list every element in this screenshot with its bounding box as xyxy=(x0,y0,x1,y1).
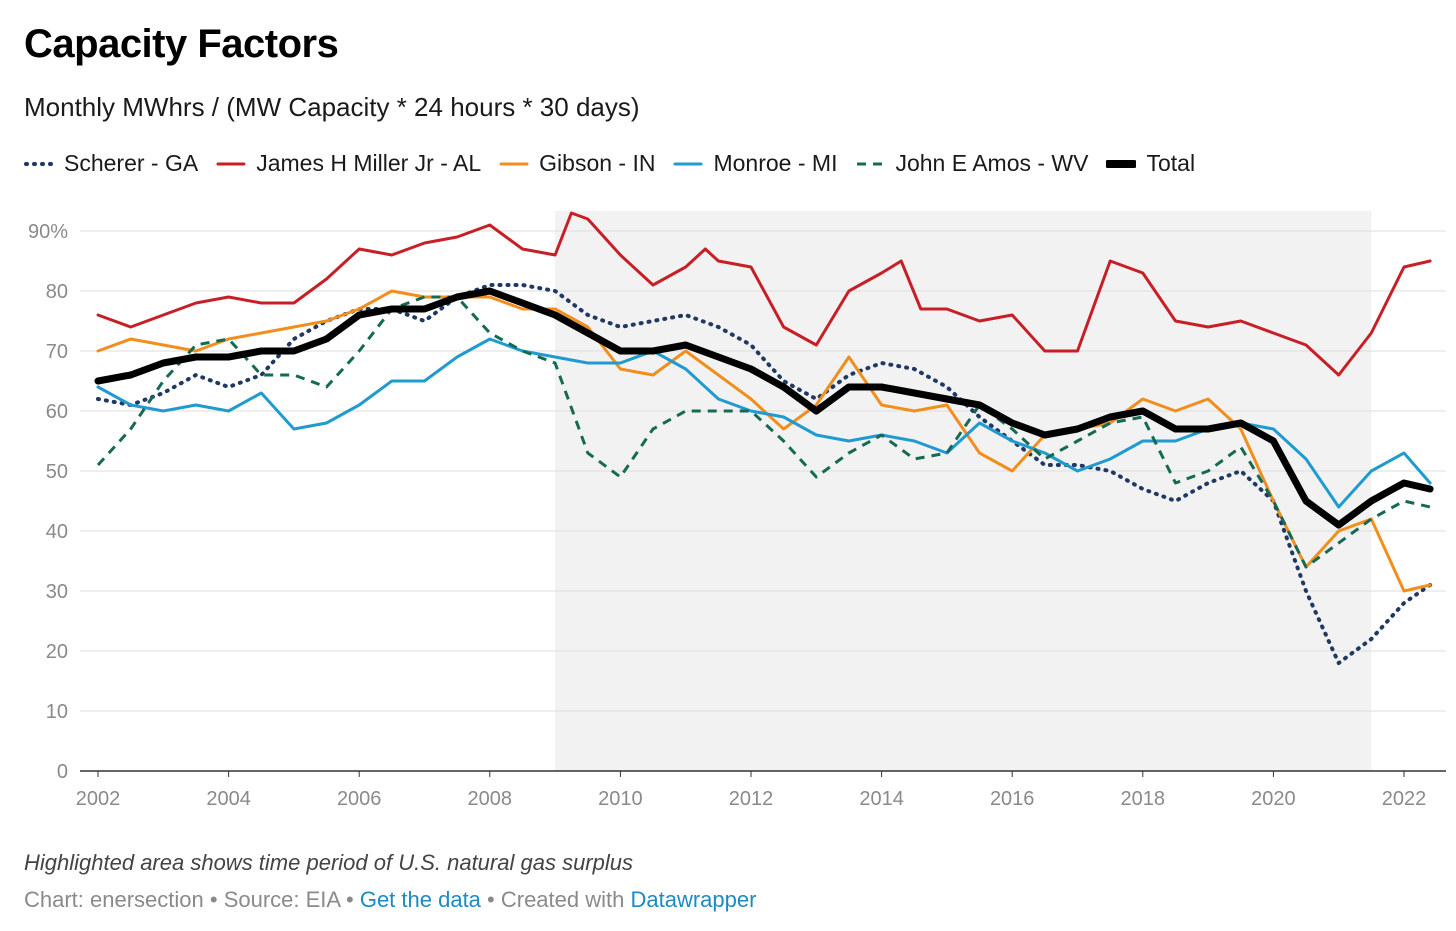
legend-item-gibson: Gibson - IN xyxy=(499,150,655,177)
credit-separator: • xyxy=(339,887,360,912)
series-line-miller xyxy=(96,211,1432,377)
footnote-highlight: Highlighted area shows time period of U.… xyxy=(24,850,633,875)
legend-swatch-miller xyxy=(216,162,246,165)
y-tick-label: 50 xyxy=(46,461,68,483)
legend-label-amos: John E Amos - WV xyxy=(895,150,1089,176)
legend-item-amos: John E Amos - WV xyxy=(855,150,1088,177)
chart-title: Capacity Factors xyxy=(24,22,339,66)
series-line-total xyxy=(94,287,1434,529)
x-tick-label: 2016 xyxy=(990,788,1035,810)
x-tick-label: 2002 xyxy=(76,788,121,810)
legend: Scherer - GA James H Miller Jr - AL Gibson… xyxy=(24,150,1213,177)
x-tick-label: 2010 xyxy=(598,788,643,810)
y-tick-label: 20 xyxy=(46,641,68,663)
legend-label-total: Total xyxy=(1146,150,1196,176)
legend-swatch-scherer xyxy=(24,161,54,166)
y-tick-label: 0 xyxy=(57,761,68,783)
legend-item-monroe: Monroe - MI xyxy=(673,150,837,177)
series-line-amos xyxy=(96,295,1431,569)
legend-swatch-monroe xyxy=(673,162,703,165)
legend-item-total: Total xyxy=(1106,150,1195,177)
credit-created-with: Created with xyxy=(500,887,625,912)
x-tick-label: 2004 xyxy=(206,788,251,810)
x-tick-label: 2022 xyxy=(1382,788,1427,810)
legend-swatch-amos xyxy=(857,162,884,165)
credit-source: Source: EIA xyxy=(223,887,340,912)
credit-chart-by: Chart: enersection xyxy=(24,887,204,912)
x-tick-label: 2014 xyxy=(859,788,904,810)
y-tick-label: 30 xyxy=(46,581,68,603)
legend-swatch-gibson xyxy=(499,162,529,165)
x-tick-label: 2008 xyxy=(468,788,513,810)
credits-line: Chart: enersection • Source: EIA • Get t… xyxy=(24,887,756,913)
y-tick-label: 40 xyxy=(46,521,68,543)
legend-label-scherer: Scherer - GA xyxy=(64,150,199,176)
highlight-band xyxy=(555,211,1372,771)
line-chart: 0 10 20 30 40 50 60 70 80 90% 2002 2004 2006 2008 2010… xyxy=(28,211,1446,810)
legend-item-scherer: Scherer - GA xyxy=(24,150,198,177)
y-tick-label: 60 xyxy=(46,401,68,423)
x-tick-label: 2020 xyxy=(1251,788,1296,810)
datawrapper-link[interactable]: Datawrapper xyxy=(630,887,757,912)
legend-label-miller: James H Miller Jr - AL xyxy=(256,150,482,176)
x-tick-label: 2018 xyxy=(1121,788,1166,810)
legend-item-miller: James H Miller Jr - AL xyxy=(216,150,481,177)
y-tick-label: 10 xyxy=(46,701,68,723)
credit-separator: • xyxy=(480,887,501,912)
series-line-scherer xyxy=(96,283,1433,665)
chart-subtitle: Monthly MWhrs / (MW Capacity * 24 hours … xyxy=(24,92,640,122)
legend-label-monroe: Monroe - MI xyxy=(713,150,838,176)
y-tick-label: 90% xyxy=(28,221,68,243)
y-tick-label: 80 xyxy=(46,281,68,303)
x-tick-label: 2012 xyxy=(729,788,774,810)
get-the-data-link[interactable]: Get the data xyxy=(359,887,481,912)
y-tick-label: 70 xyxy=(46,341,68,363)
x-tick-label: 2006 xyxy=(337,788,382,810)
legend-swatch-total xyxy=(1106,159,1137,168)
credit-separator: • xyxy=(203,887,224,912)
legend-label-gibson: Gibson - IN xyxy=(539,150,656,176)
